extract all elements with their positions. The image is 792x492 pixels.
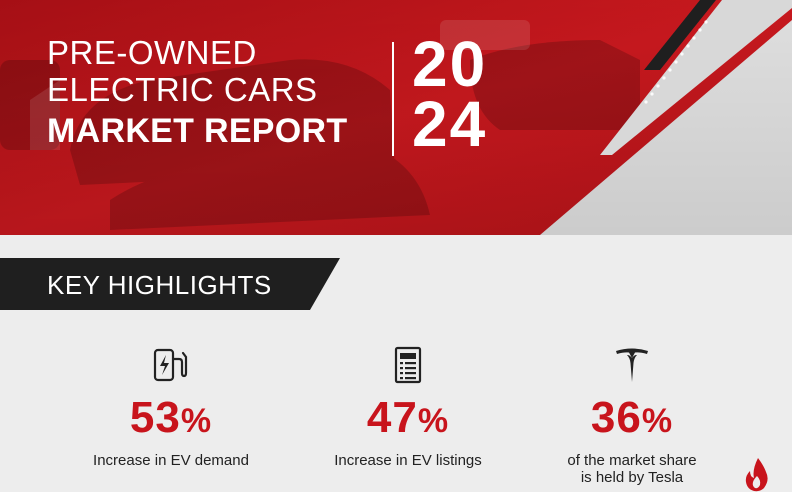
flame-logo-icon — [745, 458, 768, 492]
title-line-2: ELECTRIC CARS — [47, 71, 318, 108]
hero-banner: PRE-OWNED ELECTRIC CARS MARKET REPORT 20… — [0, 0, 792, 235]
listing-document-icon — [394, 346, 422, 384]
title-line-1: PRE-OWNED — [47, 34, 257, 71]
stat-description: Increase in EV listings — [334, 452, 482, 469]
stat-value: 36% — [590, 393, 674, 442]
ev-charger-icon — [153, 348, 188, 382]
stat-description: Increase in EV demand — [93, 452, 249, 469]
stat-tesla-share: 36% of the market share is held by Tesla — [502, 345, 762, 486]
year-top: 20 — [412, 28, 488, 100]
stat-description-line-1: of the market share — [567, 452, 697, 469]
accent-stripe-dark — [644, 0, 716, 70]
report-year: 20 24 — [412, 28, 488, 160]
key-highlights-title: KEY HIGHLIGHTS — [47, 270, 272, 300]
dotted-line — [644, 20, 708, 104]
title-line-3: MARKET REPORT — [47, 112, 348, 150]
stat-ev-listings: 47% Increase in EV listings — [278, 345, 538, 469]
tesla-logo-icon — [616, 348, 648, 382]
stat-ev-demand: 53% Increase in EV demand — [41, 345, 301, 469]
stat-description: of the market share is held by Tesla — [502, 452, 762, 486]
stat-value: 47% — [366, 393, 450, 442]
stat-description-line-2: is held by Tesla — [580, 469, 684, 486]
stat-value: 53% — [129, 393, 213, 442]
title-divider — [392, 42, 394, 156]
report-title: PRE-OWNED ELECTRIC CARS MARKET REPORT — [47, 34, 347, 150]
key-highlights-banner: KEY HIGHLIGHTS — [0, 258, 340, 310]
hero-background — [0, 0, 792, 235]
accent-stripe-light — [600, 0, 792, 155]
year-bottom: 24 — [412, 88, 488, 160]
